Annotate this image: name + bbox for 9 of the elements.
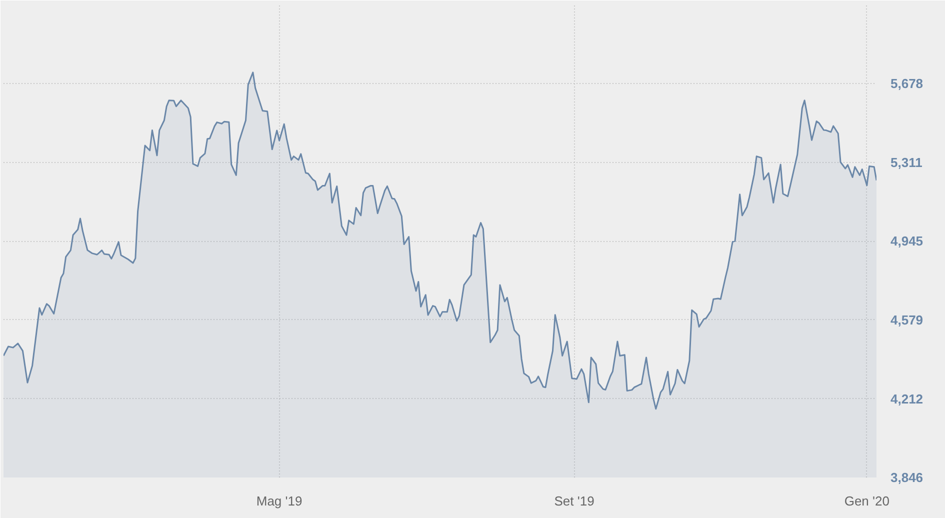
y-tick-label: 5,311: [890, 154, 922, 170]
y-tick-label: 4,945: [890, 234, 924, 249]
x-tick-label: Mag '19: [256, 494, 302, 508]
y-tick-label: 4,579: [890, 312, 924, 328]
y-tick-label: 3,846: [890, 470, 924, 485]
y-tick-label: 4,212: [890, 391, 924, 406]
x-tick-label: Gen '20: [844, 494, 890, 508]
x-tick-label: Set '19: [554, 494, 594, 508]
y-tick-label: 5,678: [890, 76, 924, 91]
